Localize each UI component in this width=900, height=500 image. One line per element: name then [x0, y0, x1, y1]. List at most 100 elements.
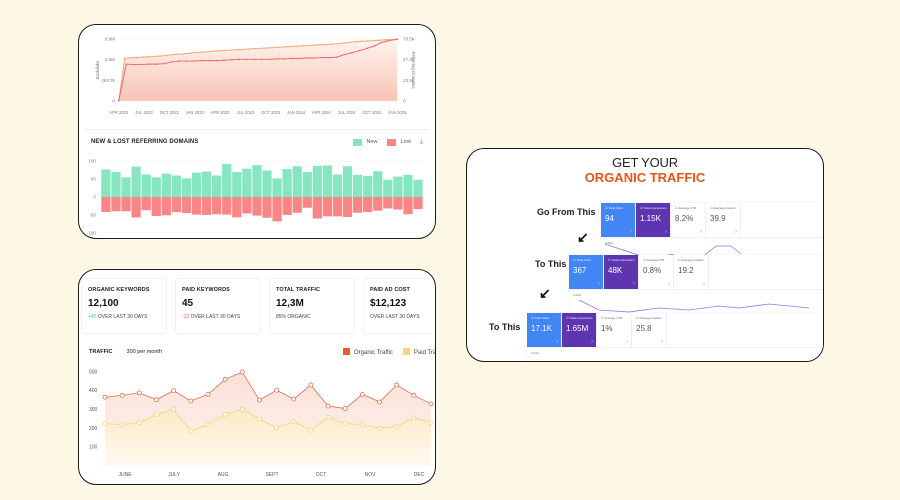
referring-domains-point [351, 51, 353, 54]
bar-new [352, 174, 363, 198]
x-tick-label: JUL 2024 [338, 110, 356, 115]
paid-point [325, 414, 331, 420]
promo-title-line2: ORGANIC TRAFFIC [584, 170, 706, 185]
bar-lost [161, 197, 171, 216]
referring-domains-line [118, 38, 398, 101]
backlinks-point [248, 48, 250, 50]
referring-domains-point [336, 56, 338, 58]
kpi-sub: +45 OVER LAST 30 DAYS [88, 314, 160, 320]
curved-arrow-icon: ↙ [577, 229, 589, 245]
x-tick-label: SEPT [265, 472, 278, 478]
bar-new [151, 177, 161, 198]
x-tick-label: NOV [365, 472, 377, 478]
metric-title: ☑ Average position [678, 258, 704, 262]
organic-point [188, 398, 194, 404]
metric-tile[interactable]: ☑ Average CTR 0.8%? [639, 255, 674, 289]
legend-organic[interactable]: Organic Traffic [343, 348, 393, 356]
step-label-to-1: To This [535, 259, 567, 269]
y-tick-label: 50 [91, 177, 96, 182]
backlinks-point [230, 49, 233, 51]
bar-lost [393, 197, 403, 210]
x-tick-label: JAN 2024 [287, 110, 306, 115]
bar-lost [222, 197, 232, 215]
referring-domains-point [230, 58, 233, 61]
bar-lost [322, 197, 333, 217]
metric-tiles-row: ☑ Total clicks 94? ☑ Total impressions 1.15… [601, 203, 823, 237]
kpi-label: ORGANIC KEYWORDS [88, 287, 150, 293]
help-icon: ? [660, 339, 663, 344]
metric-tile[interactable]: ☑ Average position 25.8? [632, 313, 667, 347]
backlinks-point [319, 44, 321, 46]
kpi-organic-keywords[interactable]: ORGANIC KEYWORDS 12,100 +45 OVER LAST 30… [81, 278, 167, 334]
bar-new [292, 166, 302, 198]
organic-point [428, 401, 434, 407]
metric-value: 8.2% [675, 214, 694, 223]
download-icon[interactable]: ⤓ [419, 138, 423, 145]
kpi-paid-keywords[interactable]: PAID KEYWORDS 45 -12 OVER LAST 30 DAYS [175, 278, 261, 334]
legend-organic-label: Organic Traffic [354, 350, 393, 356]
metric-tile[interactable]: ☑ Total clicks 94? [601, 203, 636, 237]
metric-tile[interactable]: ☑ Total clicks 17.1K? [527, 313, 562, 347]
traffic-area-chart: 100 200 300 400 500 JUNE JULY AUG SEPT OCT NOV DEC [89, 369, 434, 478]
bar-new [262, 170, 272, 198]
y-tick-label: 200 [89, 426, 98, 432]
bar-new [242, 168, 252, 198]
organic-point [359, 391, 365, 397]
bar-new [101, 169, 111, 198]
paid-point [205, 422, 211, 427]
kpi-sub-text: OVER LAST 30 DAYS [190, 314, 241, 320]
organic-point [171, 388, 177, 394]
backlinks-point [200, 51, 203, 53]
help-icon: ? [597, 281, 600, 286]
metric-tile[interactable]: ☑ Total impressions 1.15K? [636, 203, 671, 237]
clicks-graph: Clicks [527, 347, 824, 362]
graph-label: Clicks [573, 293, 581, 297]
backlinks-point [325, 43, 327, 46]
bar-lost [151, 197, 161, 216]
backlinks-point [153, 55, 156, 58]
kpi-total-traffic[interactable]: TOTAL TRAFFIC 12,3M 85% ORGANIC [269, 278, 355, 334]
metric-tile[interactable]: ☑ Total impressions 1.65M? [562, 313, 597, 347]
metric-tile[interactable]: ☑ Average position 39.9? [706, 203, 741, 237]
backlinks-point [260, 47, 262, 50]
paid-point [291, 419, 297, 425]
bar-new [363, 175, 373, 198]
legend-paid[interactable]: Paid Traffic [402, 348, 435, 356]
legend-new-swatch [353, 138, 363, 146]
metric-value: 48K [608, 266, 623, 275]
y-tick-label: 500 [89, 369, 98, 375]
y-tick-label: 0 [93, 194, 96, 199]
organic-point [291, 396, 297, 402]
paid-point [136, 420, 142, 426]
x-tick-label: OCT 2023 [261, 110, 281, 115]
organic-point [222, 376, 228, 382]
kpi-paid-ad-cost[interactable]: PAID AD COST $12,123 OVER LAST 30 DAYS [363, 278, 435, 334]
metric-title: ☑ Total impressions [566, 316, 593, 320]
backlinks-point [123, 57, 126, 59]
y-tick-label: 300 [89, 407, 98, 413]
y-tick-label: -50 [89, 212, 96, 217]
metric-tile[interactable]: ☑ Average position 19.2? [674, 255, 709, 289]
kpi-label: PAID KEYWORDS [182, 287, 230, 293]
referring-domains-point [245, 58, 248, 61]
kpi-value: 12,3M [276, 298, 304, 309]
backlinks-point [360, 40, 363, 43]
organic-point [205, 391, 211, 397]
y-tick-label: -100 [87, 230, 96, 235]
kpi-sub-text: OVER LAST 30 DAYS [97, 314, 148, 320]
metric-tile[interactable]: ☑ Total impressions 48K? [604, 255, 639, 289]
metric-title: ☑ Total clicks [605, 206, 623, 210]
metric-tile[interactable]: ☑ Total clicks 367? [569, 255, 604, 289]
y-tick-label: 400 [89, 388, 98, 394]
paid-point [377, 425, 382, 431]
bar-lost [302, 197, 312, 208]
referring-domains-point [117, 100, 120, 102]
backlinks-point [212, 50, 215, 52]
bar-new [322, 165, 333, 198]
clicks-sparkline [527, 348, 824, 362]
referring-domains-point [253, 58, 256, 61]
help-icon: ? [664, 229, 667, 234]
metric-tile[interactable]: ☑ Average CTR 1%? [597, 313, 632, 347]
metric-tile[interactable]: ☑ Average CTR 8.2%? [671, 203, 706, 237]
backlinks-point [218, 49, 221, 52]
